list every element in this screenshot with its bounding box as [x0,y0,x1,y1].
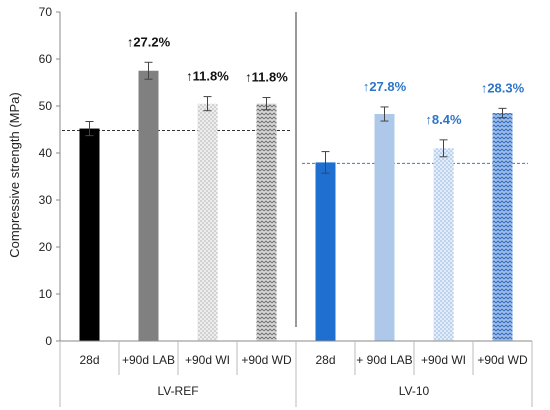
x-axis: 28d +90d LAB +90d WI +90d WD LV-REF 28d + 90d … [59,340,533,407]
bar [315,162,336,341]
y-tick-label: 20 [39,240,53,254]
group-label: LV-REF [157,384,198,398]
y-tick-label: 10 [39,287,53,301]
group-label: LV-10 [399,384,430,398]
y-tick-label: 0 [45,334,52,348]
percent-annotation: ↑28.3% [481,80,525,95]
x-tick-label: +90d WI [421,353,466,367]
percent-annotation: ↑27.8% [363,79,407,94]
y-tick-label: 70 [39,5,53,19]
x-tick-label: +90d WD [477,353,528,367]
y-tick-label: 30 [39,193,53,207]
x-tick-label: 28d [79,353,99,367]
bar [197,103,218,342]
y-axis: 0 10 20 30 40 50 60 70 [39,5,61,348]
bars-layer: ↑27.2% ↑11.8% ↑11.8% ↑27.8% ↑8.4% ↑28.3% [62,12,528,342]
bar [138,70,159,341]
bar [79,128,100,341]
bar [492,113,513,341]
bar [433,148,454,341]
y-tick-label: 50 [39,99,53,113]
bar [374,113,395,342]
percent-annotation: ↑8.4% [425,112,462,127]
y-axis-label: Compressive strength (MPa) [7,92,22,257]
x-tick-label: + 90d LAB [356,353,412,367]
x-tick-label: +90d WI [185,353,230,367]
x-tick-label: 28d [315,353,335,367]
percent-annotation: ↑27.2% [127,34,171,49]
percent-annotation: ↑11.8% [186,69,229,84]
x-tick-label: +90d WD [241,353,292,367]
x-tick-label: +90d LAB [122,353,175,367]
percent-annotation: ↑11.8% [245,70,288,85]
bar [256,103,277,342]
y-tick-label: 60 [39,52,53,66]
y-tick-label: 40 [39,146,53,160]
